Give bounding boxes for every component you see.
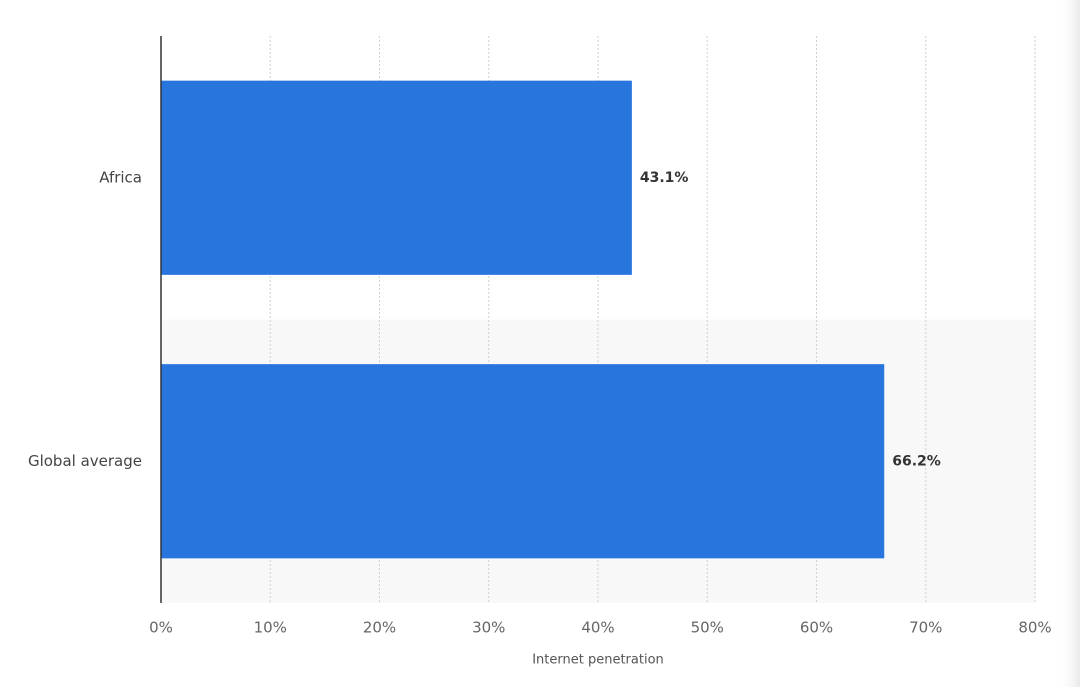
x-axis-title: Internet penetration — [532, 653, 664, 668]
edge-shadow — [1058, 0, 1080, 687]
x-tick-label: 60% — [800, 619, 833, 637]
x-tick-label: 0% — [149, 619, 173, 637]
bar — [161, 364, 885, 559]
category-label: Africa — [99, 168, 142, 186]
x-tick-label: 10% — [254, 619, 287, 637]
x-tick-label: 40% — [581, 619, 614, 637]
category-label: Global average — [28, 452, 142, 470]
value-label: 43.1% — [640, 170, 689, 186]
x-tick-label: 50% — [691, 619, 724, 637]
x-tick-label: 70% — [909, 619, 942, 637]
bar — [161, 80, 632, 275]
x-tick-label: 30% — [472, 619, 505, 637]
x-tick-label: 20% — [363, 619, 396, 637]
bars — [161, 80, 885, 559]
x-tick-label: 80% — [1018, 619, 1051, 637]
value-label: 66.2% — [892, 453, 941, 469]
